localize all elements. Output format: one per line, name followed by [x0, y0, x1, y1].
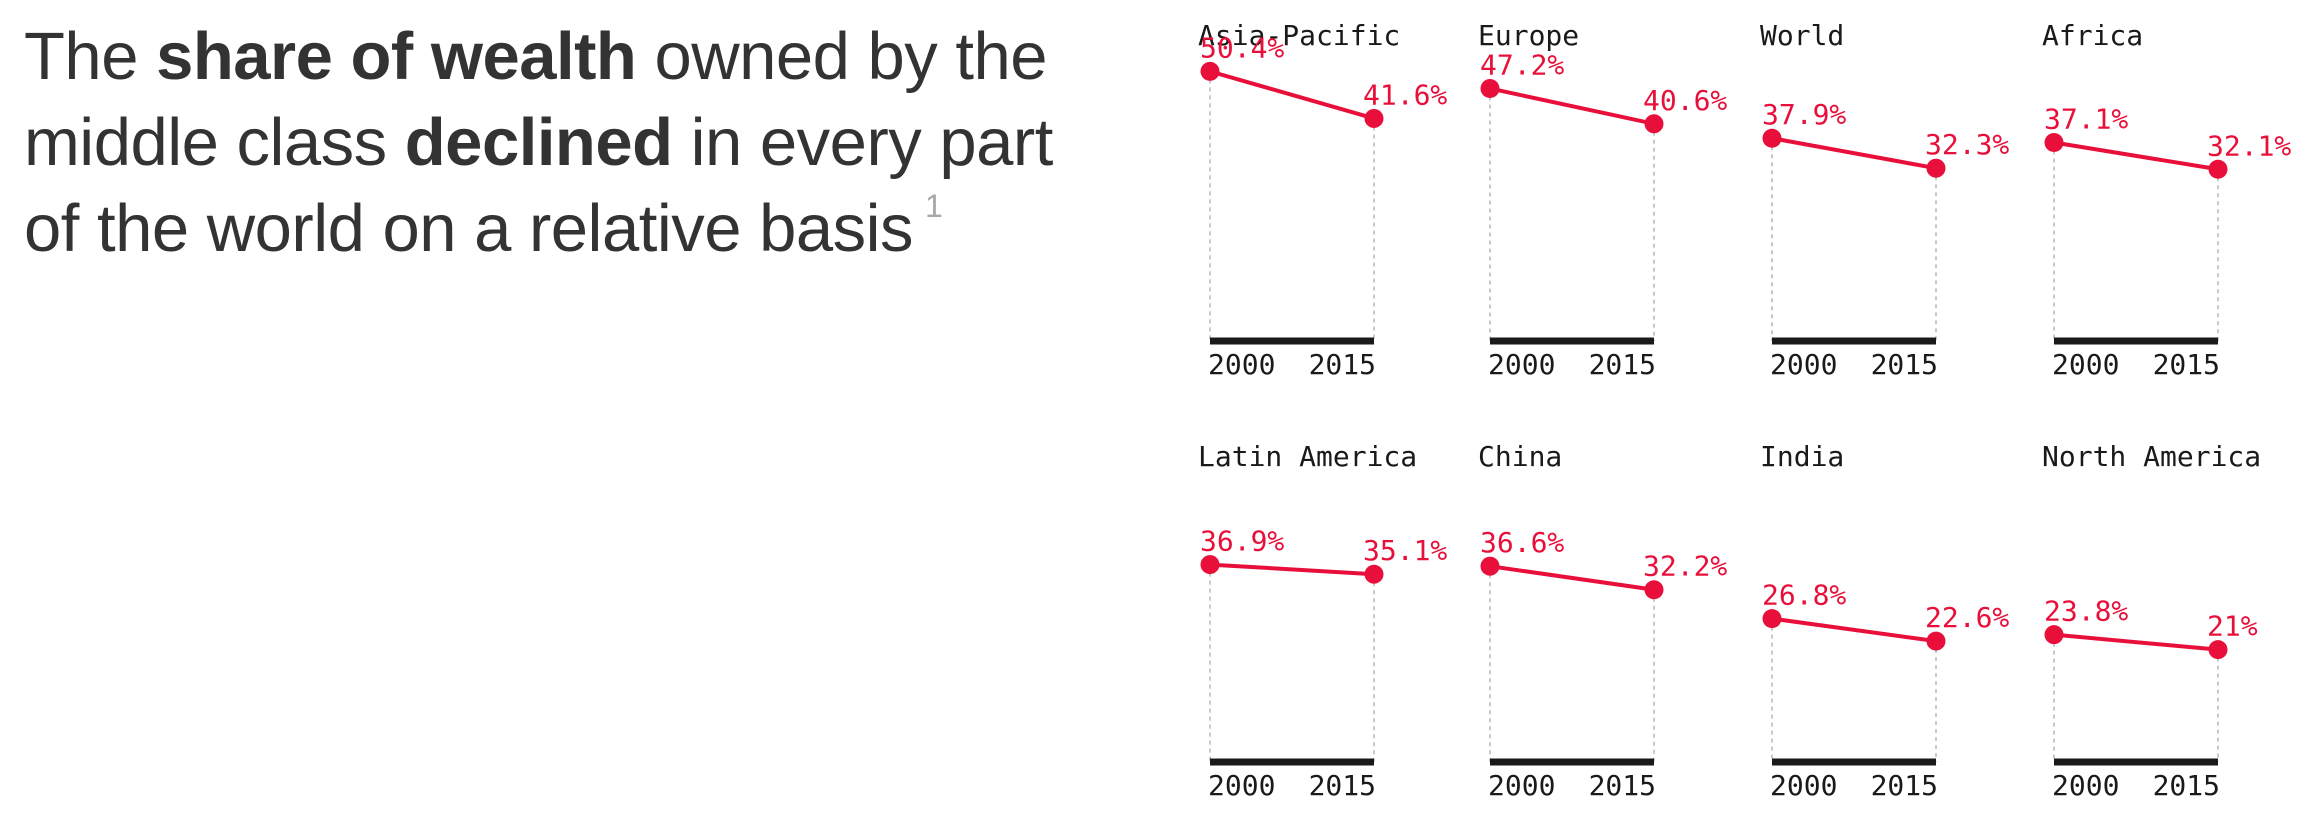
- x-tick-label: 2015: [1309, 348, 1376, 381]
- series-line: [1771, 136, 1937, 171]
- series-line: [1209, 69, 1375, 121]
- value-label: 22.6%: [1925, 601, 2009, 634]
- x-tick-label: 2000: [1488, 769, 1555, 802]
- data-point: [1926, 631, 1946, 651]
- headline-bold-declined: declined: [404, 105, 673, 180]
- x-tick-label: 2015: [1871, 769, 1938, 802]
- data-point: [1480, 556, 1500, 576]
- value-label: 36.9%: [1200, 525, 1284, 558]
- data-point: [1762, 609, 1782, 629]
- x-tick-label: 2000: [1208, 348, 1275, 381]
- series-line: [1489, 564, 1655, 592]
- data-point: [2208, 159, 2228, 179]
- data-point: [1200, 61, 1220, 81]
- panel-title-latin-america: Latin America: [1198, 440, 1417, 473]
- data-point: [1762, 128, 1782, 148]
- x-tick-label: 2000: [1208, 769, 1275, 802]
- x-tick-label: 2000: [2052, 348, 2119, 381]
- footnote-marker: 1: [925, 188, 943, 224]
- value-label: 21%: [2207, 610, 2258, 643]
- value-label: 32.3%: [1925, 128, 2009, 161]
- x-tick-label: 2000: [2052, 769, 2119, 802]
- x-tick-label: 2015: [1589, 769, 1656, 802]
- x-tick-label: 2015: [1589, 348, 1656, 381]
- value-label: 41.6%: [1363, 78, 1447, 111]
- x-tick-label: 2000: [1488, 348, 1555, 381]
- x-tick-label: 2000: [1770, 348, 1837, 381]
- data-point: [1364, 564, 1384, 584]
- data-point: [1644, 114, 1664, 134]
- data-point: [2044, 133, 2064, 153]
- series-line: [1209, 562, 1375, 577]
- panel-title-asia-pacific: Asia-Pacific: [1198, 19, 1400, 52]
- x-tick-label: 2015: [1871, 348, 1938, 381]
- value-label: 32.1%: [2207, 129, 2291, 162]
- value-label: 40.6%: [1643, 84, 1727, 117]
- data-point: [2208, 640, 2228, 660]
- value-label: 47.2%: [1480, 48, 1564, 81]
- headline-text-3: in every part of the world on a relative…: [24, 105, 1053, 266]
- panel-title-europe: Europe: [1478, 19, 1579, 52]
- value-label: 32.2%: [1643, 550, 1727, 583]
- value-label: 35.1%: [1363, 534, 1447, 567]
- data-point: [1200, 555, 1220, 575]
- value-label: 36.6%: [1480, 526, 1564, 559]
- headline-bold-share-of-wealth: share of wealth: [156, 19, 637, 94]
- panel-title-world: World: [1760, 19, 1844, 52]
- data-point: [1364, 108, 1384, 128]
- x-tick-label: 2015: [1309, 769, 1376, 802]
- value-label: 37.9%: [1762, 98, 1846, 131]
- series-line: [1489, 86, 1655, 126]
- x-tick-label: 2015: [2153, 769, 2220, 802]
- panel-title-india: India: [1760, 440, 1844, 473]
- value-label: 50.4%: [1200, 31, 1284, 64]
- value-label: 23.8%: [2044, 595, 2128, 628]
- panel-title-north-america: North America: [2042, 440, 2261, 473]
- data-point: [1644, 580, 1664, 600]
- headline: The share of wealth owned by the middle …: [24, 14, 1104, 272]
- data-point: [1480, 78, 1500, 98]
- panel-title-africa: Africa: [2042, 19, 2143, 52]
- series-line: [1771, 616, 1937, 644]
- data-point: [2044, 625, 2064, 645]
- x-tick-label: 2015: [2153, 348, 2220, 381]
- value-label: 37.1%: [2044, 103, 2128, 136]
- value-label: 26.8%: [1762, 579, 1846, 612]
- headline-text-1: The: [24, 19, 157, 94]
- series-line: [2053, 632, 2219, 652]
- x-tick-label: 2000: [1770, 769, 1837, 802]
- panel-title-china: China: [1478, 440, 1562, 473]
- series-line: [2053, 140, 2219, 172]
- data-point: [1926, 158, 1946, 178]
- headline-text-2: owned by the middle class: [24, 19, 1048, 180]
